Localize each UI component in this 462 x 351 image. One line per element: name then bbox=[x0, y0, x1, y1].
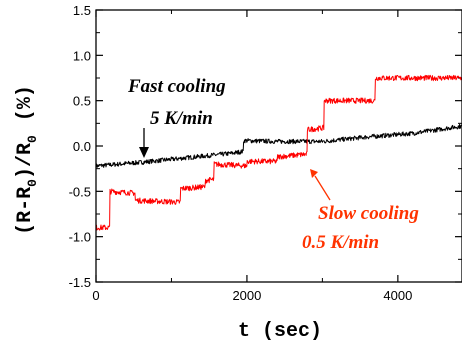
y-axis-title: (R-R0)/R0(%) bbox=[14, 85, 40, 235]
y-axis-title-part: (R-R bbox=[14, 187, 37, 235]
y-axis-title-subscript: 0 bbox=[25, 135, 40, 143]
series-line-fast-cooling bbox=[95, 123, 462, 169]
slow-arrow-shaft bbox=[314, 175, 331, 201]
slow-arrow-head bbox=[310, 169, 318, 178]
y-axis-title-unit: (%) bbox=[14, 85, 37, 121]
y-tick-label: 1.0 bbox=[73, 48, 91, 63]
y-tick-label: -1.5 bbox=[69, 275, 91, 290]
annotation-fast-cooling: Fast cooling bbox=[127, 76, 226, 97]
ticks-layer: -1.5 -1.0 -0.5 0.0 0.5 1.0 1.5 0 2000 4000 bbox=[69, 3, 462, 303]
fast-arrow-head bbox=[139, 147, 149, 158]
x-tick-label: 4000 bbox=[383, 288, 412, 303]
annotation-slow-rate: 0.5 K/min bbox=[302, 232, 379, 253]
y-tick-label: 0.5 bbox=[73, 94, 91, 109]
y-tick-label: -1.0 bbox=[69, 230, 91, 245]
x-tick-label: 0 bbox=[92, 288, 99, 303]
annotation-fast-rate: 5 K/min bbox=[150, 108, 213, 129]
y-tick-label: 0.0 bbox=[73, 139, 91, 154]
y-tick-label: -0.5 bbox=[69, 184, 91, 199]
y-tick-label: 1.5 bbox=[73, 3, 91, 18]
series-line-slow-cooling bbox=[95, 74, 462, 231]
series-layer bbox=[95, 74, 462, 231]
y-axis-title-part: )/R bbox=[14, 143, 37, 179]
x-tick-label: 2000 bbox=[232, 288, 261, 303]
y-axis-title-text: (R-R0)/R0(%) bbox=[14, 85, 40, 235]
y-axis-title-subscript: 0 bbox=[25, 179, 40, 187]
plot-frame bbox=[95, 9, 462, 283]
annotation-slow-cooling: Slow cooling bbox=[318, 203, 419, 224]
x-axis-title: t (sec) bbox=[238, 320, 322, 343]
